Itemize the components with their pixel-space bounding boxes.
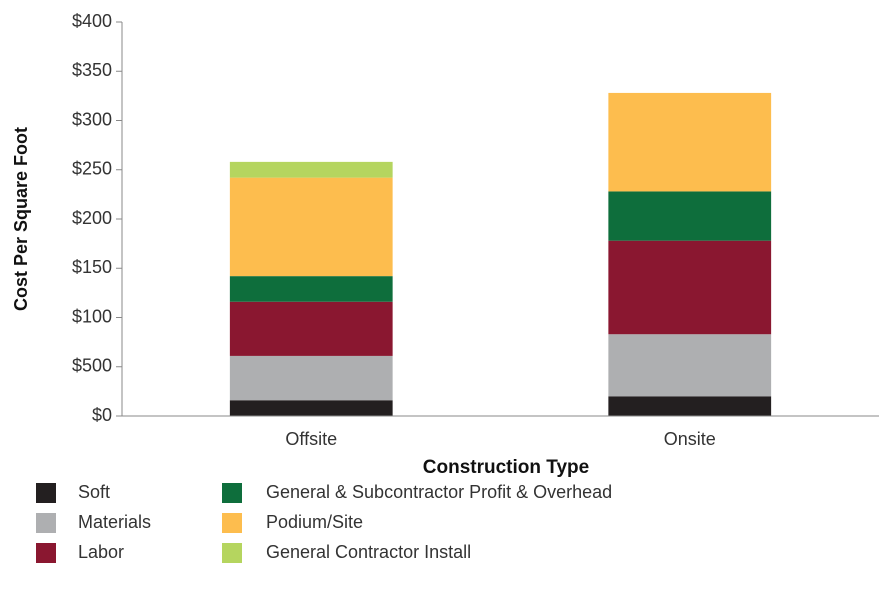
y-tick-label: $250: [72, 159, 112, 179]
bar-segment: [229, 301, 393, 356]
legend-label: General & Subcontractor Profit & Overhea…: [266, 482, 612, 502]
y-tick-label: $400: [72, 11, 112, 31]
legend-swatch: [222, 543, 242, 563]
legend-swatch: [222, 513, 242, 533]
legend-swatch: [36, 543, 56, 563]
bar-segment: [608, 191, 772, 241]
bar-segment: [229, 400, 393, 416]
y-tick-label: $100: [72, 306, 112, 326]
legend-label: Soft: [78, 482, 110, 502]
legend-label: General Contractor Install: [266, 542, 471, 562]
bar-segment: [608, 92, 772, 192]
legend-swatch: [222, 483, 242, 503]
bar-segment: [229, 355, 393, 401]
bar-segment: [229, 177, 393, 277]
legend-label: Podium/Site: [266, 512, 363, 532]
y-tick-label: $500: [72, 356, 112, 376]
y-tick-label: $150: [72, 257, 112, 277]
bar-segment: [608, 240, 772, 335]
bar-segment: [608, 334, 772, 397]
legend-label: Labor: [78, 542, 124, 562]
bar-segment: [229, 276, 393, 302]
bar-segment: [229, 161, 393, 178]
bar-segment: [608, 396, 772, 416]
x-tick-label: Onsite: [664, 429, 716, 449]
y-axis-label: Cost Per Square Foot: [11, 127, 31, 311]
y-tick-label: $200: [72, 208, 112, 228]
x-axis-label: Construction Type: [423, 457, 589, 478]
y-tick-label: $350: [72, 60, 112, 80]
y-tick-label: $0: [92, 405, 112, 425]
y-tick-label: $300: [72, 109, 112, 129]
x-tick-label: Offsite: [285, 429, 337, 449]
legend-swatch: [36, 483, 56, 503]
legend-label: Materials: [78, 512, 151, 532]
legend-swatch: [36, 513, 56, 533]
